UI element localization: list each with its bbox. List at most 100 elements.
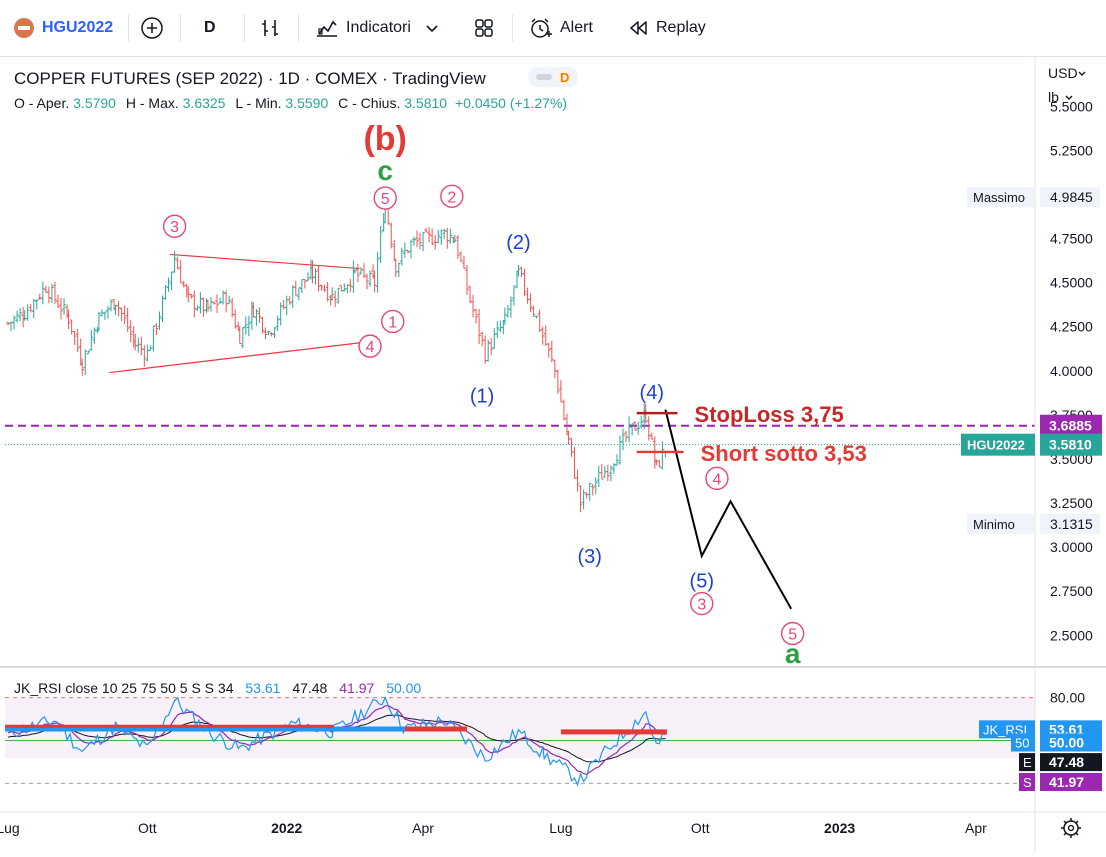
svg-text:Minimo: Minimo [973, 517, 1015, 532]
wave-label-number: 3 [170, 219, 179, 236]
copper-symbol-icon [14, 18, 34, 38]
wave-label-circle: 3 [690, 591, 714, 616]
wave-label-green: a [785, 638, 801, 669]
templates-button[interactable] [472, 14, 496, 42]
svg-text:47.48: 47.48 [1049, 754, 1084, 770]
wave-label-circle: 1 [381, 309, 405, 334]
symbol-search[interactable]: HGU2022 [12, 14, 113, 42]
svg-text:Massimo: Massimo [973, 190, 1025, 205]
x-tick-label: 2023 [824, 820, 855, 836]
dashed-level-price-label: 3.6885 [1040, 414, 1102, 437]
stoploss-label: StopLoss 3,75 [695, 402, 844, 427]
wave-label-intermediate: (4) [640, 382, 664, 404]
wave-label-circle: 4 [358, 334, 382, 358]
symbol-label: HGU2022 [42, 19, 114, 36]
wave-label-number: 5 [381, 191, 390, 208]
rsi-s-label: S 41.97 [1019, 772, 1102, 791]
chart-type-button[interactable] [258, 14, 282, 42]
svg-text:S: S [1023, 775, 1032, 790]
alert-button[interactable]: Alert [528, 14, 593, 42]
y-tick-label: 2.7500 [1050, 583, 1093, 599]
rsi-legend: JK_RSI close 10 25 75 50 5 S S 34 53.61 … [14, 680, 421, 696]
toolbar-divider [298, 14, 299, 42]
short-entry-label: Short sotto 3,53 [701, 441, 867, 466]
y-tick-label: 5.5000 [1050, 98, 1093, 114]
svg-text:HGU2022: HGU2022 [967, 438, 1025, 453]
market-status-badge: D [528, 67, 578, 87]
wave-label-intermediate: (3) [577, 546, 601, 568]
rsi-tick-label: 80.00 [1050, 690, 1085, 706]
alert-label: Alert [560, 19, 593, 36]
y-tick-label: 4.7500 [1050, 231, 1093, 247]
toolbar-divider [512, 14, 513, 42]
wave-label-number: 3 [697, 597, 706, 614]
x-tick-label: Apr [412, 820, 434, 836]
svg-text:50: 50 [1015, 736, 1029, 751]
svg-text:4.9845: 4.9845 [1050, 189, 1093, 205]
y-tick-label: 5.2500 [1050, 142, 1093, 158]
wave-label-intermediate: (2) [506, 232, 530, 254]
wave-label-intermediate: (1) [470, 385, 494, 407]
y-tick-label: 4.5000 [1050, 275, 1093, 291]
replay-button[interactable]: Replay [626, 14, 706, 42]
chart-title: COPPER FUTURES (SEP 2022) · 1D · COMEX ·… [14, 69, 486, 88]
bars-icon [262, 20, 278, 36]
x-tick-label: 2022 [271, 820, 302, 836]
top-toolbar: HGU2022 D Indicatori Alert Replay [0, 0, 1106, 57]
svg-text:41.97: 41.97 [1049, 774, 1084, 790]
svg-text:3.6885: 3.6885 [1049, 418, 1092, 434]
x-tick-label: Apr [965, 820, 987, 836]
badge-label: D [560, 70, 569, 85]
wave-label-circle: 4 [705, 466, 729, 491]
unit-selector[interactable]: lb [1048, 89, 1059, 105]
triangle-upper-line[interactable] [170, 253, 360, 270]
svg-text:E: E [1023, 755, 1032, 770]
rsi-e-label: E 47.48 [1019, 753, 1102, 772]
toolbar-divider [244, 14, 245, 42]
toolbar-divider [128, 14, 129, 42]
indicators-icon [317, 20, 337, 37]
wave-label-intermediate: (5) [690, 571, 714, 593]
x-tick-label: Ott [138, 820, 157, 836]
wave-label-number: 1 [388, 314, 397, 331]
y-tick-label: 4.2500 [1050, 319, 1093, 335]
settings-gear-icon[interactable] [1061, 818, 1081, 838]
wave-label-number: 5 [788, 627, 797, 644]
wave-label-number: 4 [712, 471, 721, 488]
y-tick-label: 3.2500 [1050, 495, 1093, 511]
y-tick-label: 3.0000 [1050, 539, 1093, 555]
svg-text:3.5810: 3.5810 [1049, 437, 1092, 453]
level-label-massimo: Massimo 4.9845 [967, 187, 1100, 208]
indicators-label: Indicatori [346, 19, 411, 36]
wave-label-major: (b) [363, 120, 406, 158]
level-label-minimo: Minimo 3.1315 [967, 513, 1100, 534]
chevron-down-icon [1078, 71, 1086, 76]
symbol-price-label: HGU2022 3.5810 [961, 433, 1102, 456]
wave-label-number: 2 [447, 189, 456, 206]
price-pane[interactable] [5, 57, 1035, 667]
y-tick-label: 2.5000 [1050, 627, 1093, 643]
chart-area[interactable]: (b) c 5 2 3 1 4 (2) (1) (3) (4) 4 (5) 3 5 a StopLoss 3,… [0, 57, 1106, 852]
x-tick-label: Lug [0, 820, 20, 836]
wave-label-circle: 5 [373, 186, 397, 210]
svg-text:50.00: 50.00 [1049, 735, 1084, 751]
chevron-down-icon [1065, 95, 1073, 100]
y-tick-label: 4.0000 [1050, 363, 1093, 379]
currency-selector[interactable]: USD [1048, 65, 1078, 81]
wave-projection-line[interactable] [664, 409, 793, 610]
replay-label: Replay [656, 19, 706, 36]
wave-label-circle: 5 [780, 621, 805, 646]
svg-text:3.1315: 3.1315 [1050, 516, 1093, 532]
wave-label-circle: 2 [440, 184, 464, 208]
interval-button[interactable]: D [204, 14, 216, 42]
compare-button[interactable] [140, 14, 164, 42]
triangle-lower-line[interactable] [109, 340, 377, 374]
rewind-icon [630, 21, 647, 35]
indicators-button[interactable]: Indicatori [314, 14, 441, 42]
x-tick-label: Lug [549, 820, 572, 836]
alarm-clock-icon [531, 18, 552, 38]
wave-label-number: 4 [366, 339, 375, 356]
layout-grid-icon [475, 19, 493, 37]
x-tick-label: Ott [691, 820, 710, 836]
